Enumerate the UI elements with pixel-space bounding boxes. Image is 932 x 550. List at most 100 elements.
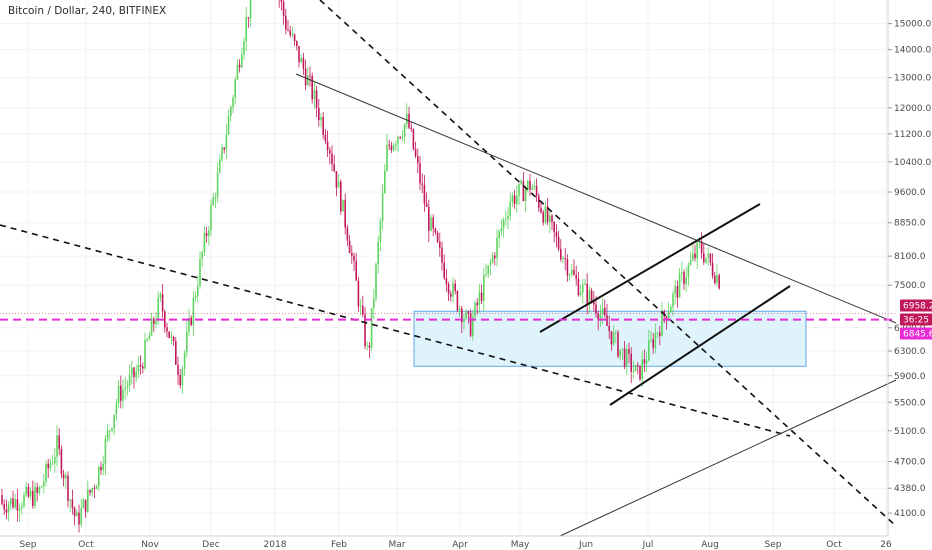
candle-body — [243, 41, 245, 55]
candle-body — [381, 193, 384, 222]
candle-body — [181, 368, 184, 386]
candle-body — [25, 487, 27, 495]
dashed-descending-line-upper — [319, 0, 897, 527]
candle-body — [667, 312, 670, 321]
candle-body — [38, 487, 41, 493]
price-tick-label: 11200.0 — [894, 130, 931, 140]
candle-body — [78, 512, 80, 525]
candle-body — [551, 215, 553, 223]
candle-body — [656, 332, 659, 334]
price-tick-label: 5100.0 — [894, 427, 926, 437]
candle-body — [584, 283, 586, 285]
candle-body — [43, 481, 45, 487]
candle-body — [95, 486, 98, 490]
candle-body — [498, 231, 500, 238]
candle-body — [639, 365, 641, 380]
candle-body — [194, 295, 197, 298]
candle-body — [557, 236, 560, 249]
time-tick-label: May — [511, 540, 530, 550]
candle-body — [632, 371, 635, 373]
candle-body — [117, 385, 120, 404]
candle-body — [430, 217, 432, 231]
candle-body — [172, 336, 175, 342]
price-tick-label: 7500.0 — [894, 281, 926, 291]
candle-body — [245, 17, 247, 42]
candle-body — [60, 449, 63, 475]
candle-body — [10, 498, 12, 505]
candle-body — [654, 333, 657, 348]
candle-body — [183, 352, 186, 369]
channel-lower-line — [609, 285, 791, 406]
candle-body — [458, 308, 461, 311]
candle-body — [628, 348, 630, 354]
candle-body — [476, 302, 478, 306]
candle-body — [703, 253, 705, 263]
candle-body — [247, 17, 250, 19]
candle-body — [436, 232, 439, 242]
candle-body — [32, 490, 34, 506]
candle-body — [170, 336, 173, 338]
candle-body — [714, 275, 716, 284]
candle-body — [364, 314, 366, 346]
price-tick-label: 6300.0 — [894, 347, 926, 357]
candle-body — [483, 275, 485, 301]
candle-body — [91, 488, 93, 493]
price-tag-box — [900, 313, 932, 326]
price-tick-label: 8850.0 — [894, 219, 926, 229]
candle-body — [291, 34, 294, 36]
price-tick-label: 13000.0 — [894, 74, 931, 84]
candle-body — [637, 364, 639, 366]
candle-body — [678, 273, 681, 298]
trend-lines — [0, 0, 897, 537]
candle-body — [111, 428, 113, 431]
candle-body — [76, 512, 78, 517]
candle-body — [711, 262, 714, 276]
candle-body — [221, 147, 223, 160]
candle-body — [175, 341, 177, 365]
candle-body — [56, 435, 58, 457]
candle-body — [357, 280, 360, 307]
candle-body — [377, 241, 379, 265]
candle-body — [505, 218, 507, 220]
candle-body — [604, 308, 606, 316]
candle-body — [155, 320, 157, 325]
price-tick-label: 5900.0 — [894, 372, 926, 382]
candle-body — [333, 164, 335, 172]
candle-body — [212, 197, 214, 206]
time-tick-label: Sep — [20, 540, 37, 550]
candle-body — [379, 221, 382, 242]
candle-body — [566, 259, 569, 276]
candle-body — [362, 305, 364, 315]
candle-body — [14, 499, 16, 508]
candle-body — [18, 508, 21, 511]
candle-body — [588, 290, 591, 305]
candle-body — [329, 149, 331, 154]
candle-body — [555, 232, 558, 237]
candle-body — [166, 327, 168, 332]
candle-body — [7, 504, 10, 513]
candle-body — [597, 313, 599, 321]
candle-body — [452, 283, 454, 297]
candle-body — [392, 145, 395, 151]
candle-body — [190, 317, 192, 325]
candle-body — [142, 366, 144, 369]
candle-body — [304, 68, 307, 86]
candle-body — [384, 170, 386, 194]
time-tick-label: Sep — [765, 540, 782, 550]
candle-body — [474, 302, 476, 318]
candle-body — [348, 240, 351, 254]
candle-body — [659, 332, 661, 336]
candle-body — [62, 474, 65, 479]
candle-body — [425, 203, 428, 207]
candle-body — [586, 283, 588, 305]
candle-body — [322, 116, 324, 135]
candle-body — [439, 241, 441, 248]
candle-body — [65, 475, 67, 479]
candle-body — [546, 206, 549, 223]
candle-body — [672, 293, 674, 307]
candle-body — [683, 272, 685, 285]
candle-body — [223, 147, 225, 150]
candle-body — [313, 90, 316, 100]
ascending-support-line — [559, 379, 897, 537]
